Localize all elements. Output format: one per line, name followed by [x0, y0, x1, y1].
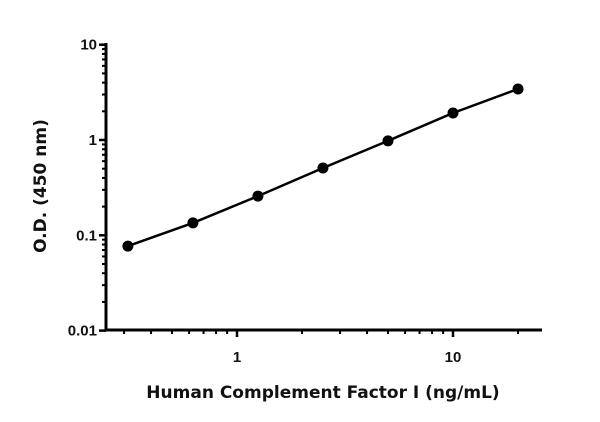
x-axis-title: Human Complement Factor I (ng/mL)	[146, 383, 499, 403]
x-tick-labels: 1 10	[233, 349, 462, 366]
data-point	[512, 83, 524, 95]
y-tick-label: 1	[89, 132, 97, 149]
data-point	[252, 190, 264, 202]
y-tick-label: 10	[80, 37, 97, 54]
x-tick-label: 10	[445, 349, 462, 366]
y-axis-title: O.D. (450 nm)	[31, 119, 51, 253]
data-point	[317, 162, 329, 174]
y-tick-label: 0.1	[76, 227, 97, 244]
data-points	[122, 83, 524, 252]
data-point	[122, 240, 134, 252]
data-point	[382, 135, 394, 147]
y-tick-label: 0.01	[68, 323, 97, 340]
data-point	[187, 217, 199, 229]
data-point	[447, 107, 459, 119]
x-tick-label: 1	[233, 349, 241, 366]
y-tick-labels: 0.01 0.1 1 10	[68, 37, 97, 340]
